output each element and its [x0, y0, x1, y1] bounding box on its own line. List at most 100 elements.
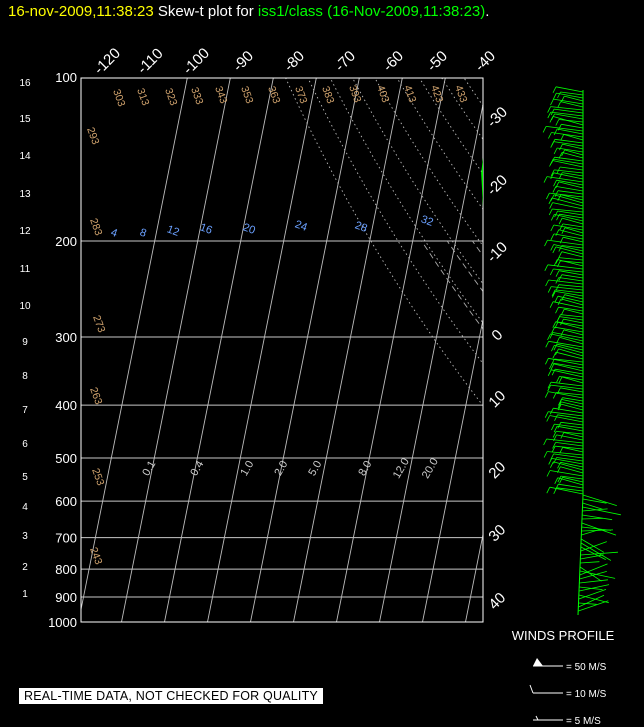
height-tick-label: 16 — [19, 78, 31, 89]
wind-barb — [558, 181, 584, 189]
theta-label: 363 — [265, 85, 282, 106]
wind-barb-flag — [559, 477, 563, 484]
wind-barb — [556, 431, 584, 435]
wind-barb-flag — [546, 415, 551, 422]
wind-barb-flag — [544, 391, 549, 398]
wind-barb — [557, 128, 584, 135]
wind-barb-flag — [549, 332, 554, 339]
isotherm-line — [81, 78, 188, 612]
wind-barb — [558, 277, 584, 282]
wind-barb — [582, 494, 617, 506]
wind-barb-flag — [550, 172, 555, 179]
wind-barb — [562, 223, 584, 228]
wind-barb — [550, 106, 584, 111]
wind-barb — [553, 172, 584, 180]
wind-barb — [554, 138, 584, 144]
wind-barb-flag — [553, 147, 558, 155]
wind-barb — [554, 344, 584, 354]
temperature-tick-right: -10 — [484, 239, 511, 266]
pressure-tick-label: 800 — [55, 562, 77, 577]
wind-barb — [581, 518, 603, 520]
theta-label: 273 — [90, 314, 107, 335]
wind-barb-flag — [549, 362, 553, 370]
wind-barb-flag — [557, 298, 562, 306]
wind-barb — [552, 208, 584, 213]
wind-barb — [553, 141, 584, 147]
wind-barb — [563, 318, 584, 324]
wind-barb — [552, 202, 584, 210]
wind-barb — [562, 446, 584, 453]
mixing-ratio-label: 28 — [353, 219, 369, 234]
height-tick-label: 10 — [19, 301, 31, 312]
wind-barb-flag — [545, 358, 549, 365]
wind-barb — [554, 358, 584, 363]
height-tick-label: 6 — [22, 439, 28, 450]
wind-barb — [561, 245, 584, 249]
wind-barb-flag — [549, 408, 554, 415]
wind-barb — [560, 194, 584, 201]
wind-barb — [579, 579, 608, 584]
wind-barb-flag — [557, 401, 562, 409]
height-tick-label: 1 — [22, 589, 28, 600]
temperature-tick-right: 10 — [485, 387, 509, 411]
wind-barb — [578, 589, 607, 600]
height-tick-label: 14 — [19, 151, 31, 162]
wind-barb — [581, 528, 601, 536]
wind-barb-flag — [555, 270, 560, 277]
height-tick-label: 8 — [22, 371, 28, 382]
dry-adiabat-line — [441, 78, 483, 141]
wind-barb — [557, 190, 584, 195]
pressure-tick-label: 1000 — [48, 615, 77, 630]
wind-barb-flag — [549, 268, 554, 276]
wind-barb — [580, 542, 612, 561]
height-tick-label: 5 — [22, 472, 28, 483]
wind-barb-flag — [547, 384, 552, 392]
wind-barb — [550, 333, 584, 342]
wind-barb-flag — [547, 333, 551, 341]
wind-barb — [560, 461, 584, 468]
wind-barb — [564, 149, 584, 156]
pressure-tick-label: 900 — [55, 590, 77, 605]
isotherm-line — [379, 102, 483, 622]
wind-barb — [547, 451, 584, 456]
wind-barb-flag — [552, 392, 557, 399]
wind-barb — [553, 407, 584, 414]
wind-barb-flag — [558, 217, 563, 225]
isotherm-line — [595, 78, 644, 622]
wind-barb — [558, 257, 584, 261]
wind-barb-flag — [554, 414, 558, 421]
temperature-tick-right: -30 — [484, 104, 511, 131]
wind-barb-flag — [560, 134, 565, 141]
title-period: . — [485, 3, 490, 20]
wind-barb — [550, 381, 584, 387]
wind-barb — [553, 301, 584, 309]
winds-profile-title: WINDS PROFILE — [512, 628, 615, 643]
wind-barb-flag — [558, 172, 563, 179]
wind-barb-flag — [550, 363, 555, 371]
mixing-ratio-label: 8 — [138, 226, 148, 239]
mixing-ratio-label: 4 — [109, 226, 119, 239]
temperature-tick-right: 20 — [485, 458, 509, 482]
theta-label: 333 — [188, 86, 205, 107]
theta-label: 293 — [84, 126, 101, 147]
wind-barb-flag — [557, 91, 561, 99]
wind-barb — [562, 476, 584, 483]
wind-barb — [551, 458, 584, 465]
temperature-tick-top: -50 — [424, 48, 451, 75]
wind-barb — [556, 487, 584, 492]
wind-barb-flag — [560, 329, 565, 337]
theta-label: 423 — [428, 84, 445, 105]
wind-barb — [557, 147, 584, 153]
wind-barb — [564, 308, 584, 315]
wind-barb — [555, 246, 584, 255]
wind-barb — [557, 477, 584, 486]
wind-barb — [555, 442, 584, 447]
moist-adiabat-line — [421, 240, 483, 330]
wind-barb-flag — [560, 95, 565, 103]
temperature-tick-right: 0 — [488, 326, 506, 344]
wind-barb — [564, 95, 584, 102]
wind-barb — [582, 502, 603, 510]
wind-barb — [580, 561, 600, 564]
dry-adiabat-line — [508, 77, 644, 622]
wind-barb-flag — [560, 318, 564, 326]
